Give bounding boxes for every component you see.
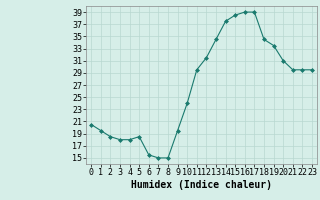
X-axis label: Humidex (Indice chaleur): Humidex (Indice chaleur) [131,180,272,190]
